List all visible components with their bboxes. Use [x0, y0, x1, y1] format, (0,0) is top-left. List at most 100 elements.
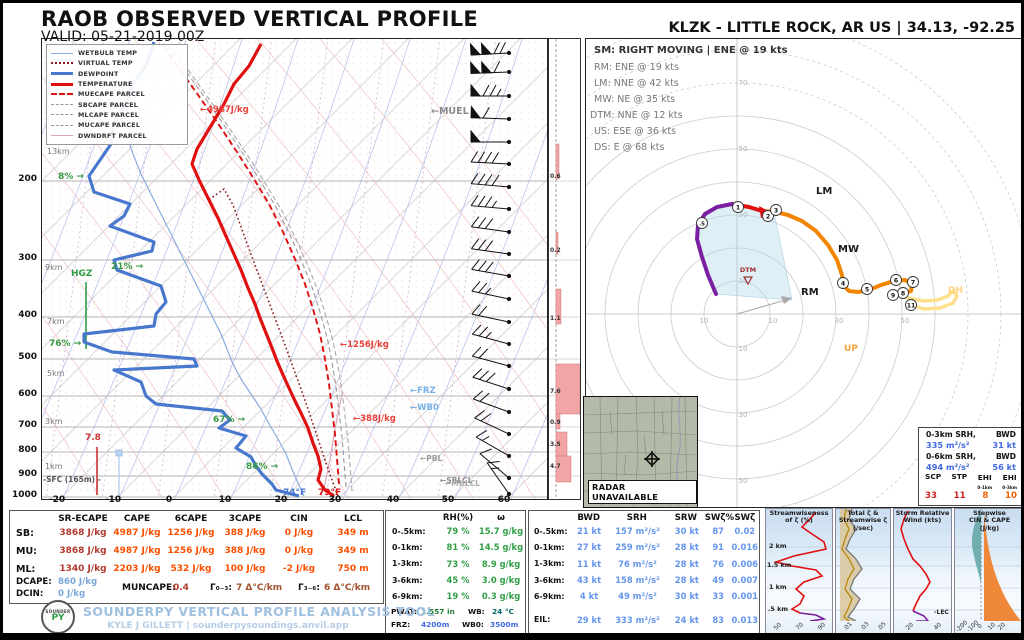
dcape-label: DCAPE:	[16, 577, 52, 587]
srh-summary-box: 0-3km SRH, BWD 335 m²/s² 31 kt 0-6km SRH, B…	[918, 427, 1021, 506]
svg-text:50: 50	[739, 477, 748, 485]
scp-header: SCP	[925, 472, 942, 481]
table-row: 0-1km: 81 % 14.5 g/kg	[392, 542, 524, 553]
svg-text:0.9: 0.9	[550, 419, 561, 426]
srw-panel: Storm Relative Wind (kts) -LEC 20 40	[893, 508, 952, 633]
legend-item: VIRTUAL TEMP	[51, 58, 183, 68]
x-tick: 40	[386, 495, 400, 505]
ehi1-header: EHI 0-1km	[977, 473, 993, 490]
legend-item: MUCAPE PARCEL	[51, 120, 183, 130]
streamwiseness-low-line	[799, 612, 827, 621]
storm-motion-dtm: DTM: NNE @ 12 kts	[590, 110, 683, 121]
sounding-traces	[82, 41, 339, 498]
pressure-tick: 800	[18, 445, 37, 455]
temperature-trace	[190, 43, 335, 498]
svg-text:1.1: 1.1	[550, 315, 561, 322]
virtual-temp-trace	[209, 187, 339, 497]
dtm-marker: DTM	[740, 266, 756, 286]
srw-low-line	[912, 610, 930, 621]
table-row: MU: 3868 J/kg 4987 J/kg 1256 J/kg 388 J/…	[16, 545, 369, 557]
mlcape-line-sample	[51, 114, 73, 116]
stepwise-cape-panel: Stepwise CIN & CAPE (J/kg) -200 -100 0 1…	[954, 508, 1021, 633]
kinematics-table: BWD SRH SRW SWζ% SWζ 0-.5km: 21 kt 157 m…	[528, 510, 760, 633]
svg-text:8: 8	[901, 291, 905, 298]
dcin-label: DCIN:	[16, 589, 44, 599]
panel-title: Total ζ & Streamwise ζ (/sec)	[838, 509, 888, 532]
svg-text:70: 70	[739, 79, 748, 87]
storm-motion-main: SM: RIGHT MOVING | ENE @ 19 kts	[594, 45, 788, 56]
legend-item: SBCAPE PARCEL	[51, 99, 183, 109]
moisture-table: RH(%) ω 0-.5km: 79 % 15.7 g/kg 0-1km: 81…	[385, 510, 526, 633]
storm-motion-us: US: ESE @ 36 kts	[594, 126, 677, 137]
srh3-header: 0-3km SRH,	[926, 429, 976, 439]
x-tick: -20	[48, 495, 66, 505]
hodograph-plot: 10 10 30 50 10 30 50 70 10 30 50	[439, 16, 1021, 612]
temperature-line-sample	[51, 82, 73, 86]
svg-text:1: 1	[736, 205, 740, 212]
dh-label: DH	[948, 286, 964, 296]
frz-value: 4200m	[421, 620, 450, 629]
rm-label: RM	[801, 287, 819, 298]
sounderpy-logo: SOUNDER PY	[41, 600, 75, 633]
muecape-parcel-line	[161, 43, 340, 485]
table-row: 0-.5km: 79 % 15.7 g/kg	[392, 526, 524, 537]
wb0-value: 3500m	[490, 620, 519, 629]
skewt-plot	[3, 38, 968, 502]
cape-annotation: ←4987J/kg	[200, 105, 249, 115]
table-row: 0-.5km: 21 kt 157 m²/s² 30 kt 87 0.02	[534, 526, 756, 537]
pressure-tick: 700	[18, 420, 37, 430]
muecape-line-sample	[51, 93, 73, 96]
legend-item: DWNDRFT PARCEL	[51, 130, 183, 140]
frz-label: FRZ:	[391, 620, 411, 629]
x-tick: 50	[441, 495, 455, 505]
km-markers: .5 1 2 3 4 5 6 7 8 9 11	[696, 201, 919, 311]
sbcape-parcel-line	[168, 46, 347, 488]
height-label: 7km	[47, 317, 65, 326]
svg-text:10: 10	[739, 277, 748, 285]
svg-text:DTM: DTM	[740, 266, 756, 274]
height-label: 5km	[47, 369, 65, 378]
thermo-rows: SB: 3868 J/kg 4987 J/kg 1256 J/kg 388 J/…	[10, 524, 383, 578]
dcape-value: 860 J/kg	[58, 577, 98, 587]
lapse03-label: Γ₀₋₃:	[210, 583, 232, 593]
lm-label: LM	[816, 186, 833, 197]
dewpoint-trace	[82, 41, 300, 498]
streamwiseness-line	[773, 511, 828, 614]
table-row: SB: 3868 J/kg 4987 J/kg 1256 J/kg 388 J/…	[16, 527, 369, 539]
stp-header: STP	[951, 472, 968, 481]
svg-text:7.6: 7.6	[550, 388, 561, 395]
height-label: 1km	[45, 462, 63, 471]
svg-text:30: 30	[739, 211, 748, 219]
rh-annotation: 67% →	[213, 415, 246, 425]
pressure-tick: 300	[18, 253, 37, 263]
sblcl-annotation: ←SBLCL	[440, 476, 473, 485]
x-tick: 30	[328, 495, 342, 505]
svg-text:2: 2	[766, 214, 770, 221]
svg-text:10: 10	[769, 317, 778, 325]
pressure-tick: 200	[18, 174, 37, 184]
omega-bars	[555, 143, 581, 483]
lapse36-value: 6 Δ°C/km	[324, 583, 371, 593]
pwat-label: PWAT:	[391, 607, 417, 616]
up-label: UP	[844, 344, 858, 354]
svg-text:3.5: 3.5	[550, 441, 561, 448]
footer-title: SOUNDERPY VERTICAL PROFILE ANALYSIS TOOL	[83, 604, 436, 619]
skewt-panel: WETBULB TEMP VIRTUAL TEMP DEWPOINT TEMPE…	[3, 38, 968, 502]
lapse-markers	[96, 447, 123, 495]
svg-text:30: 30	[739, 411, 748, 419]
surface-dewpoint-label: 74°F	[283, 488, 307, 498]
sbcape-line-sample	[51, 104, 73, 106]
x-tick: 0	[165, 495, 173, 505]
surface-temp-label: 79°F	[318, 488, 342, 498]
pressure-tick: 900	[18, 469, 37, 479]
storm-motion-rm: RM: ENE @ 19 kts	[594, 62, 679, 73]
ehi1-value: 8	[982, 491, 989, 501]
x-tick: 20	[274, 495, 288, 505]
kinematics-header-row: BWD SRH SRW SWζ% SWζ	[577, 513, 756, 523]
legend-item: MUECAPE PARCEL	[51, 89, 183, 99]
table-row: 1-3km: 11 kt 76 m²/s² 28 kt 76 0.006	[534, 558, 759, 569]
scp-value: 33	[925, 491, 937, 501]
panel-title: Stepwise CIN & CAPE (J/kg)	[968, 509, 1011, 532]
radar-map-inset: RADAR UNAVAILABLE	[583, 396, 698, 508]
trace-sfc-segment	[695, 202, 734, 296]
